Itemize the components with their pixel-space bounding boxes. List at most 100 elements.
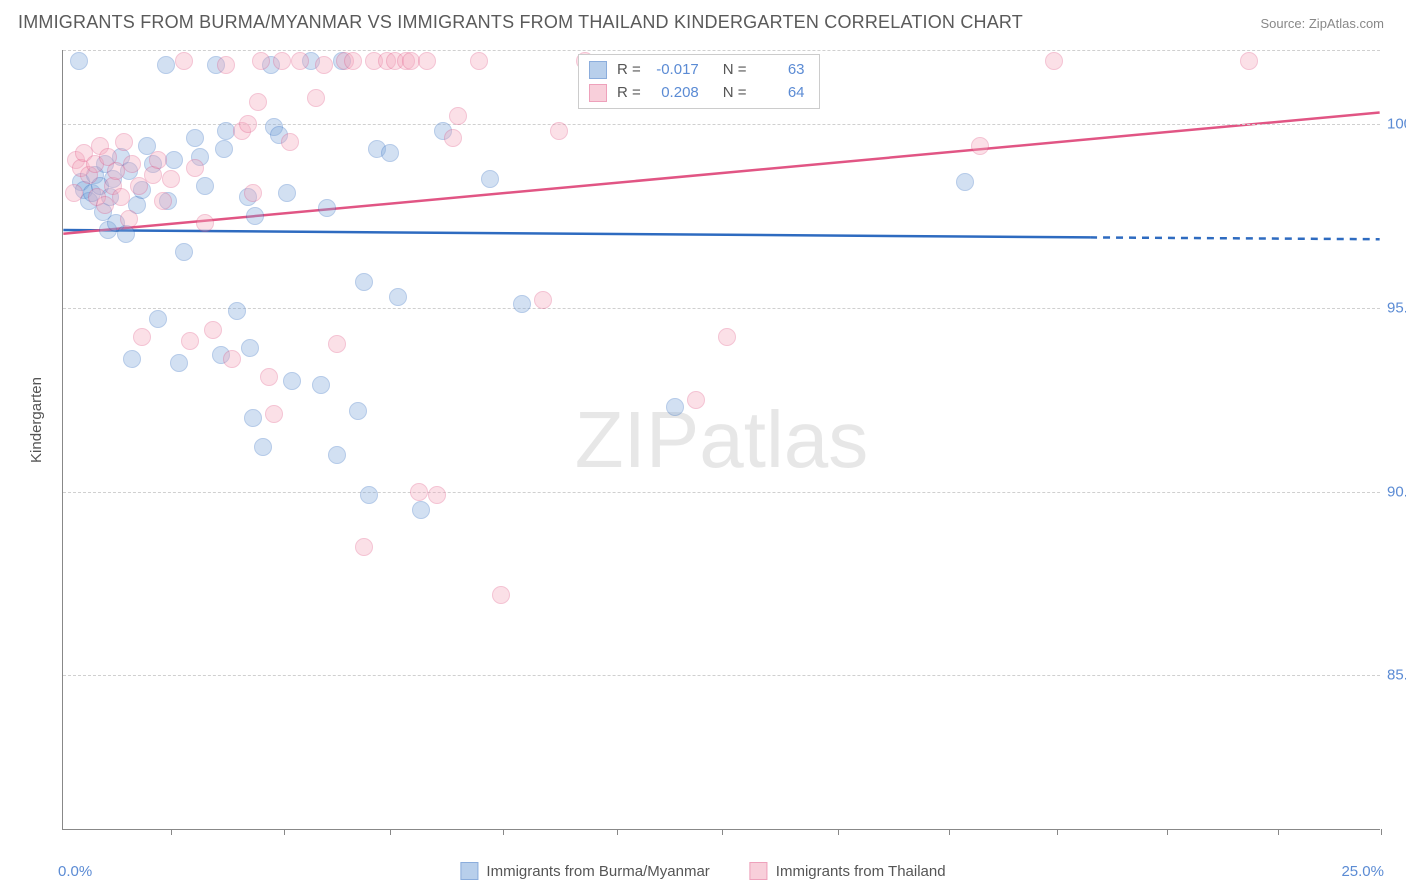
- swatch-thailand: [589, 84, 607, 102]
- data-point-burma: [215, 140, 233, 158]
- data-point-thailand: [418, 52, 436, 70]
- x-tick: [1278, 829, 1279, 835]
- x-tick: [1057, 829, 1058, 835]
- data-point-thailand: [344, 52, 362, 70]
- legend-label-burma: Immigrants from Burma/Myanmar: [486, 863, 709, 880]
- data-point-thailand: [687, 391, 705, 409]
- data-point-thailand: [65, 184, 83, 202]
- n-label: N =: [723, 59, 747, 82]
- data-point-thailand: [181, 332, 199, 350]
- x-tick: [284, 829, 285, 835]
- data-point-burma: [283, 372, 301, 390]
- x-tick: [617, 829, 618, 835]
- x-axis-max-label: 25.0%: [1341, 863, 1384, 880]
- data-point-burma: [186, 129, 204, 147]
- gridline-h: [63, 124, 1380, 125]
- data-point-thailand: [273, 52, 291, 70]
- data-point-thailand: [204, 321, 222, 339]
- swatch-thailand: [750, 862, 768, 880]
- data-point-thailand: [492, 586, 510, 604]
- stats-row-thailand: R = 0.208 N = 64: [589, 82, 805, 105]
- data-point-thailand: [223, 350, 241, 368]
- data-point-thailand: [449, 107, 467, 125]
- stats-legend: R = -0.017 N = 63 R = 0.208 N = 64: [578, 54, 820, 109]
- data-point-burma: [278, 184, 296, 202]
- r-value-thailand: 0.208: [651, 82, 699, 105]
- series-legend: Immigrants from Burma/Myanmar Immigrants…: [460, 862, 945, 880]
- data-point-thailand: [249, 93, 267, 111]
- data-point-burma: [355, 273, 373, 291]
- data-point-thailand: [120, 210, 138, 228]
- data-point-thailand: [149, 151, 167, 169]
- r-label: R =: [617, 82, 641, 105]
- data-point-burma: [170, 354, 188, 372]
- data-point-burma: [244, 409, 262, 427]
- data-point-thailand: [315, 56, 333, 74]
- r-label: R =: [617, 59, 641, 82]
- data-point-thailand: [718, 328, 736, 346]
- source-attribution: Source: ZipAtlas.com: [1260, 16, 1384, 31]
- data-point-thailand: [186, 159, 204, 177]
- gridline-h: [63, 675, 1380, 676]
- chart-title: IMMIGRANTS FROM BURMA/MYANMAR VS IMMIGRA…: [18, 12, 1023, 33]
- data-point-thailand: [1240, 52, 1258, 70]
- swatch-burma: [460, 862, 478, 880]
- stats-row-burma: R = -0.017 N = 63: [589, 59, 805, 82]
- data-point-thailand: [550, 122, 568, 140]
- n-label: N =: [723, 82, 747, 105]
- data-point-burma: [165, 151, 183, 169]
- x-tick: [722, 829, 723, 835]
- data-point-burma: [360, 486, 378, 504]
- data-point-thailand: [175, 52, 193, 70]
- legend-label-thailand: Immigrants from Thailand: [776, 863, 946, 880]
- data-point-thailand: [196, 214, 214, 232]
- data-point-burma: [254, 438, 272, 456]
- data-point-burma: [328, 446, 346, 464]
- data-point-thailand: [162, 170, 180, 188]
- x-tick: [1167, 829, 1168, 835]
- trend-line-ext-burma: [1090, 237, 1380, 239]
- x-axis-min-label: 0.0%: [58, 863, 92, 880]
- data-point-thailand: [410, 483, 428, 501]
- correlation-chart: IMMIGRANTS FROM BURMA/MYANMAR VS IMMIGRA…: [0, 0, 1406, 892]
- x-tick: [949, 829, 950, 835]
- x-tick: [838, 829, 839, 835]
- x-tick: [503, 829, 504, 835]
- data-point-thailand: [355, 538, 373, 556]
- data-point-burma: [246, 207, 264, 225]
- data-point-thailand: [217, 56, 235, 74]
- gridline-h: [63, 308, 1380, 309]
- plot-area: ZIPatlas 85.0%90.0%95.0%100.0%: [62, 50, 1380, 830]
- data-point-burma: [349, 402, 367, 420]
- data-point-thailand: [1045, 52, 1063, 70]
- y-tick-label: 100.0%: [1381, 115, 1406, 132]
- n-value-burma: 63: [757, 59, 805, 82]
- data-point-thailand: [444, 129, 462, 147]
- gridline-h: [63, 492, 1380, 493]
- data-point-burma: [70, 52, 88, 70]
- data-point-thailand: [115, 133, 133, 151]
- legend-item-burma: Immigrants from Burma/Myanmar: [460, 862, 709, 880]
- data-point-burma: [149, 310, 167, 328]
- data-point-thailand: [265, 405, 283, 423]
- data-point-burma: [381, 144, 399, 162]
- gridline-h: [63, 50, 1380, 51]
- y-tick-label: 95.0%: [1381, 299, 1406, 316]
- data-point-thailand: [971, 137, 989, 155]
- x-tick: [1381, 829, 1382, 835]
- data-point-thailand: [260, 368, 278, 386]
- data-point-burma: [157, 56, 175, 74]
- data-point-thailand: [470, 52, 488, 70]
- n-value-thailand: 64: [757, 82, 805, 105]
- data-point-thailand: [428, 486, 446, 504]
- trend-line-burma: [63, 230, 1090, 237]
- data-point-burma: [412, 501, 430, 519]
- data-point-burma: [228, 302, 246, 320]
- x-tick: [171, 829, 172, 835]
- data-point-thailand: [239, 115, 257, 133]
- legend-item-thailand: Immigrants from Thailand: [750, 862, 946, 880]
- data-point-burma: [123, 350, 141, 368]
- data-point-burma: [956, 173, 974, 191]
- data-point-burma: [241, 339, 259, 357]
- data-point-thailand: [252, 52, 270, 70]
